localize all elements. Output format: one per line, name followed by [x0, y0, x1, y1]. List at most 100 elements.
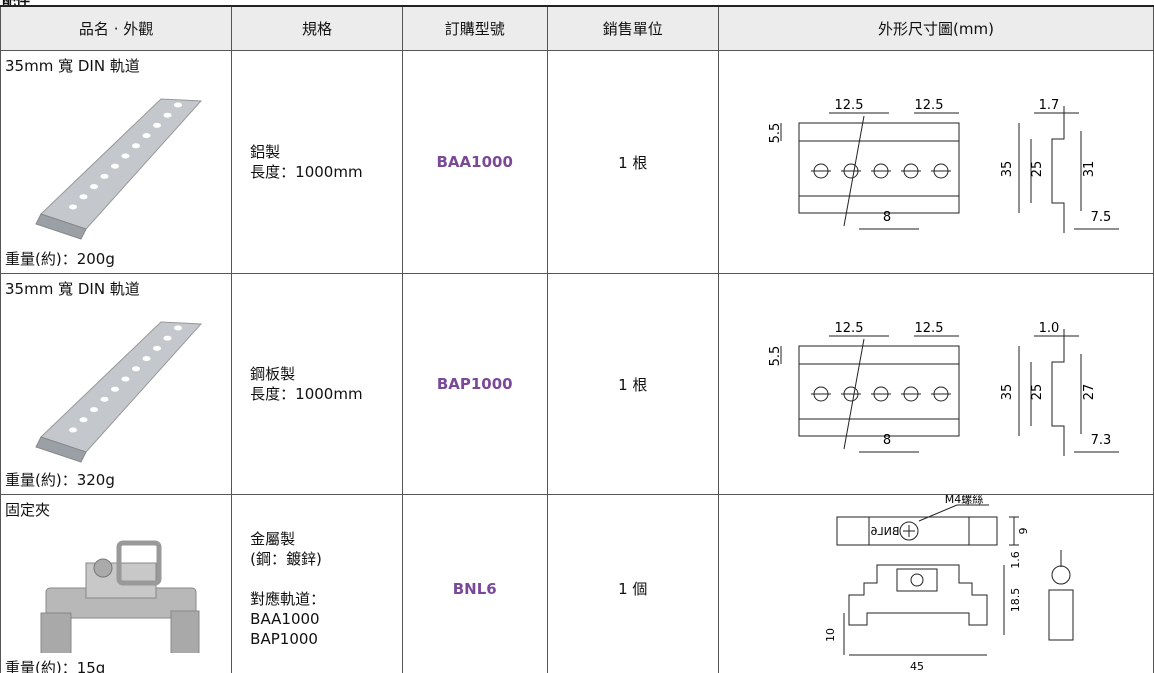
model-cell: BNL6	[401, 494, 548, 673]
rail-hole	[153, 345, 161, 351]
rail-hole	[69, 204, 77, 210]
rail-hole	[111, 386, 119, 392]
dimension-label: 8	[883, 210, 891, 225]
product-name: 35mm 寬 DIN 軌道	[5, 280, 140, 298]
drawing-cell: M4螺絲 BNL6 9 1.6 18.5 10 45	[717, 492, 1154, 673]
column-header: 規格	[231, 5, 403, 51]
dimension-label: 12.5	[834, 321, 863, 336]
dimension-drawing: 12.5 12.5 1.7 5.5 35 25 31 8 7.5	[768, 98, 1119, 233]
rail-hole	[79, 417, 88, 423]
spec-cell: 金屬製 (鋼：鍍鋅) 對應軌道： BAA1000 BAP1000	[231, 494, 403, 673]
dimension-drawing: M4螺絲 BNL6 9 1.6 18.5 10 45	[824, 492, 1074, 673]
dimension-drawing: 12.5 12.5 1.0 5.5 35 25 27 8 7.3	[768, 321, 1119, 456]
rail-hole	[111, 163, 119, 169]
drawing-shape	[836, 516, 998, 546]
rail-hole	[132, 366, 140, 372]
spec-line: BAA1000	[250, 609, 320, 628]
dimension-label: 10	[824, 628, 837, 642]
dimension-label: 1.6	[1009, 551, 1022, 569]
row: 35mm 寬 DIN 軌道 重量(約)：320g 鋼板製長度：1000mm BA…	[0, 273, 1154, 495]
name-cell: 35mm 寬 DIN 軌道 重量(約)：200g	[0, 50, 233, 274]
drawing-shape	[1048, 589, 1074, 641]
unit-cell: 1 根	[546, 273, 719, 495]
dimension-label: 45	[910, 660, 924, 673]
rail-hole	[163, 112, 172, 118]
dimension-label: BNL6	[871, 525, 900, 538]
spec-cell: 鋼板製長度：1000mm	[231, 273, 403, 495]
dimension-label: 8	[883, 433, 891, 448]
drawing-shape	[1051, 565, 1071, 585]
break-line	[843, 338, 865, 450]
rail-body	[40, 98, 203, 230]
drawing-cell: 12.5 12.5 1.7 5.5 35 25 31 8 7.5	[717, 50, 1154, 274]
spec-cell: 鋁製長度：1000mm	[231, 50, 403, 274]
weight: 重量(約)：15g	[5, 659, 106, 673]
spec-line: 鋼板製	[250, 365, 296, 383]
dimension-label: 5.5	[768, 123, 783, 144]
rail-hole	[100, 173, 109, 179]
dimension-label: 12.5	[914, 98, 943, 113]
spec-line: 對應軌道：	[250, 589, 326, 608]
dimension-label: 35	[1000, 384, 1015, 401]
unit-cell: 1 根	[546, 50, 719, 274]
section-title: 配件	[2, 0, 30, 10]
header-row: 品名 · 外觀 規格 訂購型號 銷售單位 外形尺寸圖(mm)	[0, 5, 1154, 51]
rail-hole	[100, 396, 109, 402]
column-header: 訂購型號	[401, 5, 548, 51]
drawing-shape	[40, 612, 72, 653]
dimension-label: 27	[1082, 384, 1097, 401]
column-header: 銷售單位	[546, 5, 719, 51]
dimension-label: 7.3	[1091, 433, 1112, 448]
model-cell: BAP1000	[401, 273, 548, 495]
rail-body	[40, 321, 203, 453]
break-line	[843, 115, 865, 227]
product-name: 35mm 寬 DIN 軌道	[5, 57, 140, 75]
product-photo	[40, 540, 200, 653]
rail-hole	[90, 184, 98, 190]
dimension-label: 25	[1030, 384, 1045, 401]
dimension-label: 1.0	[1039, 321, 1060, 336]
drawing-shape	[896, 568, 938, 592]
drawing-shape	[848, 564, 988, 626]
name-cell: 35mm 寬 DIN 軌道 重量(約)：320g	[0, 273, 233, 495]
rail-hole	[79, 194, 88, 200]
dimension-label: 5.5	[768, 346, 783, 367]
spec-line: BAP1000	[250, 629, 318, 648]
dimension-label: 7.5	[1091, 210, 1112, 225]
name-cell: 固定夾 重量(約)：15g	[0, 494, 233, 673]
rail-hole	[132, 143, 140, 149]
model-cell: BAA1000	[401, 50, 548, 274]
rail-hole	[90, 407, 98, 413]
drawing-shape	[910, 573, 924, 587]
dimension-label: 12.5	[834, 98, 863, 113]
rail-front	[798, 122, 960, 214]
dimension-label: 25	[1030, 161, 1045, 178]
rail-flange	[35, 213, 87, 240]
drawing-shape	[93, 558, 113, 578]
spec-line: 長度：1000mm	[250, 163, 363, 181]
dimension-label: 1.7	[1039, 98, 1060, 113]
accessory-table: 品名 · 外觀 規格 訂購型號 銷售單位 外形尺寸圖(mm) 35mm 寬 DI…	[0, 5, 1154, 673]
rail-hole	[153, 122, 161, 128]
rail-hole	[142, 133, 151, 139]
spec-line: (鋼：鍍鋅)	[250, 549, 322, 568]
unit-cell: 1 個	[546, 494, 719, 673]
rail-hole	[163, 335, 172, 341]
row: 35mm 寬 DIN 軌道 重量(約)：200g 鋁製長度：1000mm BAA…	[0, 50, 1154, 274]
spec-line: 長度：1000mm	[250, 385, 363, 403]
spec-line: 金屬製	[250, 529, 296, 548]
rail-front	[798, 345, 960, 437]
drawing-shape	[918, 504, 958, 522]
drawing-cell: 12.5 12.5 1.0 5.5 35 25 27 8 7.3	[717, 273, 1154, 495]
rail-hole	[174, 102, 182, 108]
column-header: 品名 · 外觀	[0, 5, 233, 51]
dimension-label: M4螺絲	[945, 495, 984, 506]
row: 固定夾 重量(約)：15g 金屬製 (鋼：鍍鋅) 對應軌道： BAA1000 BAP1…	[0, 492, 1154, 673]
spec-line: 鋁製	[250, 143, 281, 161]
dimension-label: 9	[1017, 528, 1030, 535]
rail-profile	[1051, 106, 1065, 233]
dimension-label: 12.5	[914, 321, 943, 336]
rail-hole	[121, 153, 130, 159]
rail-flange	[35, 436, 87, 463]
rail-hole	[121, 376, 130, 382]
